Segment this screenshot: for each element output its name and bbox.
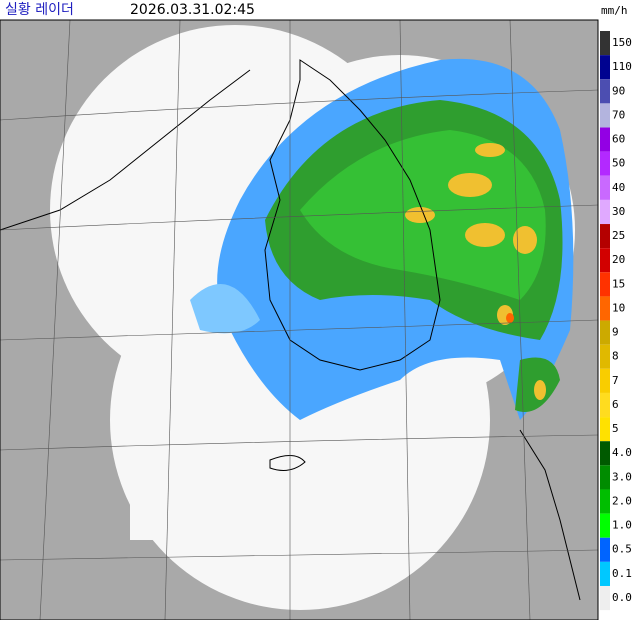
legend-swatch: [600, 368, 610, 393]
legend-label: 10: [612, 301, 625, 314]
timestamp: 2026.03.31.02:45: [130, 2, 255, 18]
legend-swatch: [600, 561, 610, 586]
legend-label: 30: [612, 205, 625, 218]
legend-swatch: [600, 55, 610, 80]
legend-label: 1.0: [612, 519, 632, 532]
legend-label: 7: [612, 374, 619, 387]
map: [0, 20, 598, 620]
legend-label: 90: [612, 84, 625, 97]
legend-swatch: [600, 513, 610, 538]
legend-swatch: [600, 537, 610, 562]
legend-swatch: [600, 344, 610, 369]
legend-swatch: [600, 224, 610, 249]
legend-label: 8: [612, 350, 619, 363]
coastline: [0, 59, 581, 601]
legend-label: 4.0: [612, 446, 632, 459]
legend-swatch: [600, 392, 610, 418]
legend-swatch: [600, 320, 610, 345]
legend-label: 60: [612, 133, 625, 146]
legend-label: 110: [612, 60, 632, 73]
legend-label: 6: [612, 398, 619, 411]
legend-label: 9: [612, 326, 619, 339]
title: 실황 레이더: [5, 2, 74, 18]
legend-label: 25: [612, 229, 625, 242]
legend: 150 110 90 70 60 50 40 30 25 20 15 10 9 8 7 6 5 4.0 3.0 2.0…: [600, 31, 632, 611]
legend-label: 70: [612, 108, 625, 121]
legend-label: 50: [612, 157, 625, 170]
legend-label: 20: [612, 253, 625, 266]
legend-swatch: [600, 441, 610, 466]
legend-swatch: [600, 465, 610, 490]
legend-swatch: [600, 272, 610, 297]
legend-swatch: [600, 248, 610, 273]
legend-swatch: [600, 175, 610, 200]
legend-swatch: [600, 417, 610, 442]
legend-swatch: [600, 103, 610, 128]
legend-label: 40: [612, 181, 625, 194]
legend-label: 150: [612, 36, 632, 49]
legend-label: 2.0: [612, 494, 632, 507]
legend-label: 0.5: [612, 543, 632, 556]
legend-swatch: [600, 296, 610, 321]
legend-swatch: [600, 151, 610, 176]
legend-label: 0.1: [612, 567, 632, 580]
legend-swatch: [600, 127, 610, 152]
legend-label: 15: [612, 277, 625, 290]
grid: [0, 20, 598, 620]
unit: mm/h: [601, 4, 628, 17]
legend-label: 0.0: [612, 591, 632, 604]
legend-swatch: [600, 489, 610, 514]
legend-swatch: [600, 585, 610, 611]
legend-swatch: [600, 79, 610, 104]
legend-label: 3.0: [612, 470, 632, 483]
legend-swatch: [600, 31, 610, 56]
legend-swatch: [600, 199, 610, 225]
legend-label: 5: [612, 422, 619, 435]
